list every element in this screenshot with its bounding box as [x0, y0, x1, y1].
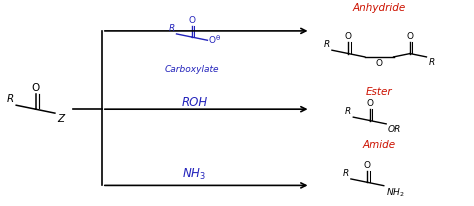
Text: Anhydride: Anhydride [353, 3, 406, 13]
Text: O: O [189, 16, 195, 25]
Text: O: O [407, 32, 413, 41]
Text: OR: OR [388, 125, 401, 134]
Text: θ: θ [216, 35, 220, 41]
Text: Ester: Ester [366, 87, 392, 97]
Text: R: R [324, 40, 330, 49]
Text: O: O [376, 59, 383, 68]
Text: R: R [343, 169, 349, 178]
Text: R: R [7, 94, 14, 104]
Text: Z: Z [57, 114, 64, 124]
Text: R: R [168, 24, 174, 33]
Text: R: R [345, 107, 351, 116]
Text: O: O [366, 99, 373, 108]
Text: ROH: ROH [181, 96, 208, 110]
Text: Amide: Amide [363, 140, 396, 150]
Text: NH$_3$: NH$_3$ [182, 166, 207, 182]
Text: Carboxylate: Carboxylate [165, 64, 219, 74]
Text: NH$_2$: NH$_2$ [386, 186, 405, 199]
Text: O: O [345, 32, 352, 41]
Text: O: O [209, 36, 215, 45]
Text: O: O [364, 161, 371, 170]
Text: R: R [428, 58, 435, 67]
Text: O: O [31, 83, 40, 93]
